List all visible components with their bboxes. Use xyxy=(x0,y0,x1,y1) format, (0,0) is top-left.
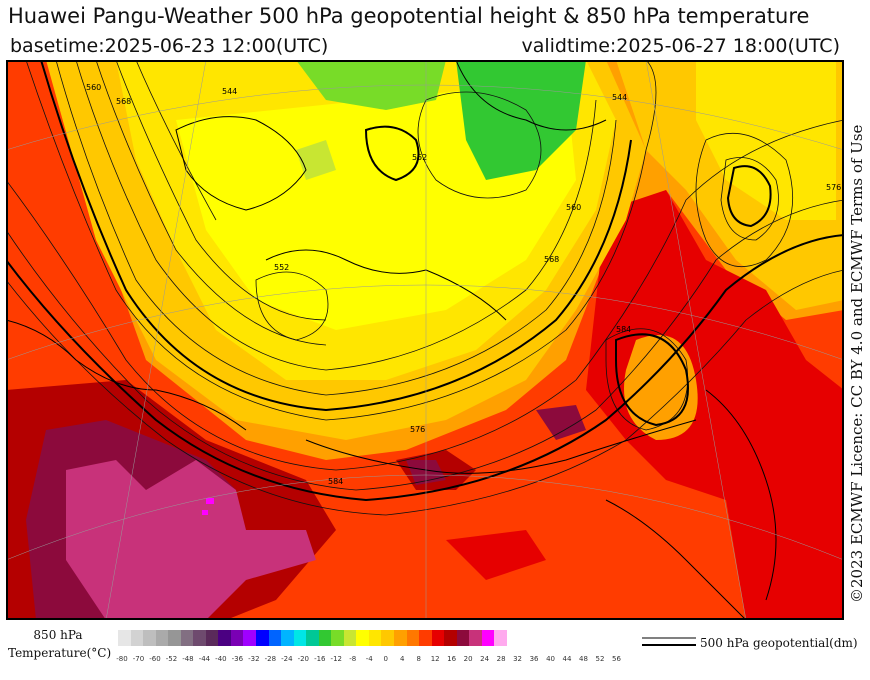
colorbar-tick-label: -12 xyxy=(330,655,342,663)
colorbar-swatch xyxy=(130,630,144,646)
hot-patch-east xyxy=(536,405,586,440)
contour-label: 544 xyxy=(612,93,627,102)
colorbar-swatch xyxy=(180,630,194,646)
colorbar-tick-label: 24 xyxy=(480,655,490,663)
colorbar-swatch xyxy=(218,630,231,646)
weather-map: 544 552 560 568 576 584 552 560 568 576 … xyxy=(6,60,844,620)
contour-label: 568 xyxy=(116,97,131,106)
colorbar-swatch xyxy=(318,630,332,646)
colorbar-swatch xyxy=(143,630,156,646)
warm-region-east xyxy=(586,190,844,620)
colorbar-swatch xyxy=(356,630,369,646)
colorbar-tick-label: 36 xyxy=(529,655,539,663)
colorbar-tick-label: 12 xyxy=(430,655,440,663)
colorbar-tick-label: 44 xyxy=(562,655,572,663)
colorbar-swatch xyxy=(481,630,495,646)
extreme-hot-spot-2 xyxy=(202,510,208,515)
colorbar-tick-label: -28 xyxy=(264,655,277,663)
contour-label: 576 xyxy=(410,425,425,434)
colorbar-swatch xyxy=(230,630,244,646)
colorbar-swatch xyxy=(331,630,344,646)
colorbar-swatch xyxy=(281,630,294,646)
colorbar-tick-label: -80 xyxy=(116,655,128,663)
colorbar-swatch xyxy=(444,630,457,646)
colorbar-tick-label: -60 xyxy=(149,655,161,663)
cold-region-north xyxy=(296,60,446,110)
colorbar-swatch xyxy=(368,630,382,646)
contour-labels: 544 552 560 568 576 584 552 560 568 576 … xyxy=(86,83,841,486)
colorbar-swatch xyxy=(168,630,181,646)
colorbar-tick-label: -48 xyxy=(182,655,194,663)
extreme-hot-region xyxy=(66,460,316,620)
cold-region-arctic xyxy=(456,60,586,180)
map-frame xyxy=(6,60,844,620)
contour-label: 584 xyxy=(616,325,631,334)
colorbar-tick-label: 16 xyxy=(447,655,457,663)
colorbar-tick-label: 56 xyxy=(612,655,621,663)
validtime-label: validtime:2025-06-27 18:00(UTC) xyxy=(521,35,840,57)
contour-label: 552 xyxy=(274,263,289,272)
warm-patch-south xyxy=(446,530,546,580)
colorbar-swatch xyxy=(394,630,407,646)
colorbar-tick-label: -44 xyxy=(198,655,211,663)
geopotential-contours xyxy=(6,60,844,516)
colorbar-tick-label: -52 xyxy=(165,655,178,663)
colorbar-tick-label: 4 xyxy=(399,655,405,663)
lat-lon-grid xyxy=(6,60,844,620)
colorbar-swatch xyxy=(381,630,395,646)
colorbar-swatch xyxy=(205,630,219,646)
colorbar-tick-label: -24 xyxy=(281,655,293,663)
colorbar-swatch xyxy=(256,630,269,646)
colorbar-tick-label: 20 xyxy=(463,655,473,663)
colorbar-tick-label: 48 xyxy=(579,655,588,663)
coastlines xyxy=(6,60,777,620)
colorbar-swatch xyxy=(456,630,470,646)
contour-label: 584 xyxy=(328,477,343,486)
geopotential-legend-lines xyxy=(642,637,696,646)
colorbar-tick-label: 0 xyxy=(383,655,388,663)
colorbar-swatch xyxy=(431,630,445,646)
colorbar-tick-label: -4 xyxy=(365,655,373,663)
colorbar-tick-label: -16 xyxy=(314,655,326,663)
colorbar-tick-label: -32 xyxy=(248,655,260,663)
contour-label: 560 xyxy=(86,83,101,92)
contour-label: 576 xyxy=(826,183,841,192)
colorbar-tick-label: -20 xyxy=(297,655,310,663)
colorbar-tick-label: -70 xyxy=(132,655,145,663)
geopotential-contours-major xyxy=(6,60,844,502)
colorbar-swatch xyxy=(243,630,257,646)
temperature-legend-title: 850 hPa Temperature(°C) xyxy=(8,628,112,660)
map-title: Huawei Pangu-Weather 500 hPa geopotentia… xyxy=(8,4,810,28)
colorbar-swatch xyxy=(343,630,357,646)
colorbar-swatch xyxy=(406,630,420,646)
colorbar-tick-label: -36 xyxy=(231,655,244,663)
colorbar-tick-label: 28 xyxy=(496,655,506,663)
colorbar-tick-label: 8 xyxy=(416,655,421,663)
colorbar-tick-label: 52 xyxy=(595,655,605,663)
contour-label: 552 xyxy=(412,153,427,162)
colorbar-tick-label: -40 xyxy=(215,655,227,663)
temperature-colorbar-ticks: -80 -70 -60 -52 -48 -44 -40 -36 -32 -28 -24 -20 -16-… xyxy=(116,655,621,667)
geopotential-legend-label: 500 hPa geopotential(dm) xyxy=(700,636,858,650)
colorbar-swatch xyxy=(118,630,131,646)
colorbar-swatch xyxy=(469,630,482,646)
colorbar-tick-label: -8 xyxy=(349,655,357,663)
contour-label: 544 xyxy=(222,87,237,96)
colorbar-swatch xyxy=(155,630,169,646)
extreme-hot-spot xyxy=(206,498,214,504)
colorbar-tick-label: 40 xyxy=(546,655,555,663)
colorbar-tick-label: 32 xyxy=(513,655,523,663)
temperature-colorbar xyxy=(118,630,507,646)
contour-label: 560 xyxy=(566,203,581,212)
colorbar-swatch xyxy=(494,630,507,646)
colorbar-swatch xyxy=(268,630,282,646)
contour-label: 568 xyxy=(544,255,559,264)
colorbar-swatch xyxy=(193,630,206,646)
licence-text: ©2023 ECMWF Licence: CC BY 4.0 and ECMWF… xyxy=(848,124,866,603)
colorbar-swatch xyxy=(293,630,307,646)
colorbar-swatch xyxy=(419,630,432,646)
colorbar-swatch xyxy=(306,630,319,646)
basetime-label: basetime:2025-06-23 12:00(UTC) xyxy=(10,35,329,57)
